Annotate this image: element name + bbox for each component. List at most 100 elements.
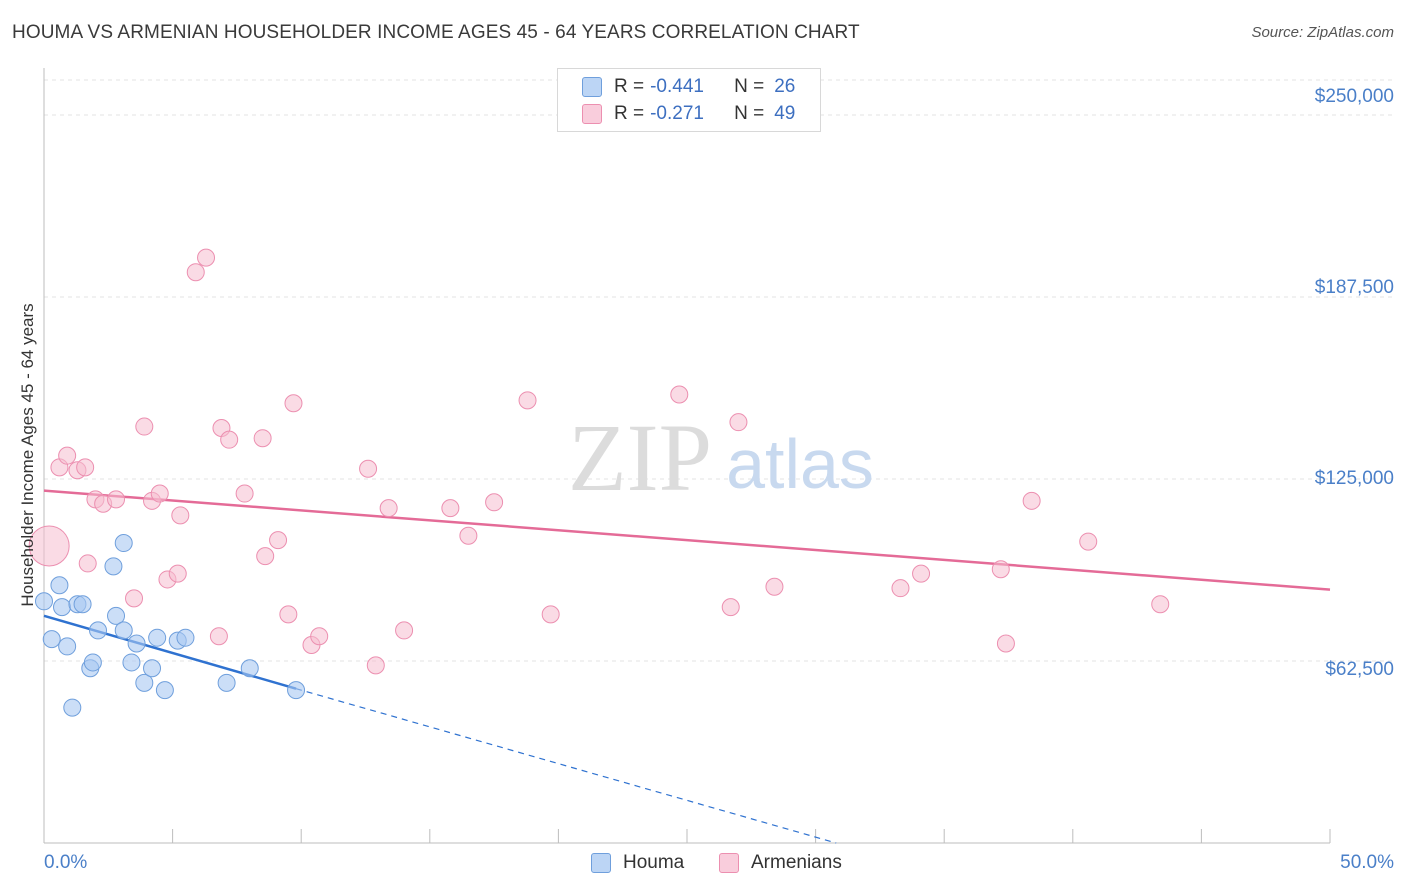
armenians-point — [1151, 595, 1170, 614]
y-tick-label: $62,500 — [1325, 659, 1394, 680]
houma-swatch — [591, 853, 611, 873]
armenians-point — [1079, 532, 1098, 551]
houma-point — [107, 606, 126, 625]
trend-lines — [43, 489, 1331, 844]
legend-n-value: 49 — [774, 103, 796, 124]
houma-point — [155, 681, 174, 700]
armenians-swatch — [582, 104, 602, 124]
houma-point — [89, 621, 108, 640]
watermark-zip: ZIP — [568, 404, 712, 511]
x-tick-label-max: 50.0% — [1340, 852, 1394, 873]
source-label: Source: ZipAtlas.com — [1251, 24, 1394, 41]
houma-point — [58, 637, 77, 656]
armenians-point — [441, 499, 460, 518]
armenians-points — [28, 248, 1170, 675]
axes — [43, 68, 1331, 844]
correlation-legend: R = -0.441 N = 26 R = -0.271 N = 49 — [557, 68, 821, 132]
armenians-point — [366, 656, 385, 675]
armenians-bubble — [28, 525, 70, 567]
armenians-point — [253, 429, 272, 448]
y-tick-label: $125,000 — [1314, 468, 1394, 489]
armenians-point — [541, 605, 560, 624]
armenians-point — [459, 526, 478, 545]
armenians-point — [518, 391, 537, 410]
houma-point — [83, 653, 102, 672]
armenians-point — [168, 564, 187, 583]
legend-row-houma: R = -0.441 N = 26 — [582, 75, 795, 99]
legend-r-label: R = — [614, 76, 645, 97]
armenians-point — [395, 621, 414, 640]
armenians-trend-line — [43, 489, 1331, 591]
armenians-point — [310, 627, 329, 646]
houma-point — [176, 628, 195, 647]
houma-point — [35, 592, 53, 611]
legend-n-label: N = — [734, 103, 765, 124]
legend-r-value: -0.441 — [650, 76, 704, 97]
houma-point — [114, 621, 133, 640]
houma-point — [127, 634, 146, 653]
x-tick-label-min: 0.0% — [44, 852, 88, 873]
armenians-point — [765, 577, 784, 596]
armenians-point — [996, 634, 1015, 653]
y-axis-label: Householder Income Ages 45 - 64 years — [18, 303, 37, 607]
legend-r-value: -0.271 — [650, 103, 704, 124]
armenians-point — [256, 547, 275, 566]
houma-trend-extension — [295, 688, 837, 844]
armenians-point — [359, 459, 378, 478]
legend-label-houma: Houma — [623, 852, 685, 873]
armenians-point — [379, 499, 398, 518]
houma-swatch — [582, 77, 602, 97]
armenians-point — [912, 564, 931, 583]
houma-point — [42, 630, 61, 649]
armenians-point — [991, 560, 1010, 579]
armenians-point — [171, 506, 190, 525]
armenians-point — [891, 579, 910, 598]
houma-point — [287, 681, 306, 700]
armenians-point — [279, 605, 298, 624]
houma-points — [35, 534, 306, 717]
armenians-point — [729, 413, 748, 432]
y-tick-label: $187,500 — [1314, 277, 1394, 298]
watermark-atlas: atlas — [726, 425, 874, 503]
armenians-point — [150, 484, 169, 503]
armenians-point — [269, 531, 288, 550]
armenians-point — [107, 490, 126, 509]
armenians-point — [76, 458, 95, 477]
legend-item-houma[interactable]: Houma — [591, 852, 684, 874]
armenians-point — [135, 417, 154, 436]
legend-n-value: 26 — [774, 76, 796, 97]
armenians-point — [186, 263, 205, 282]
legend-r-label: R = — [614, 103, 645, 124]
armenians-point — [670, 385, 689, 404]
houma-point — [122, 653, 141, 672]
armenians-point — [1022, 491, 1041, 510]
armenians-point — [235, 484, 254, 503]
houma-point — [50, 576, 69, 595]
armenians-point — [209, 627, 228, 646]
houma-point — [217, 673, 236, 692]
series-legend: Houma Armenians — [0, 852, 1406, 878]
chart-title: HOUMA VS ARMENIAN HOUSEHOLDER INCOME AGE… — [12, 22, 860, 43]
legend-item-armenians[interactable]: Armenians — [719, 852, 842, 874]
houma-point — [135, 673, 154, 692]
legend-n-label: N = — [734, 76, 765, 97]
armenians-point — [58, 446, 77, 465]
armenians-point — [197, 248, 216, 267]
houma-point — [143, 659, 162, 678]
armenians-point — [485, 493, 504, 512]
houma-point — [53, 598, 72, 617]
houma-point — [114, 534, 133, 553]
houma-point — [104, 557, 123, 576]
armenians-point — [78, 554, 97, 573]
armenians-point — [125, 589, 144, 608]
legend-label-armenians: Armenians — [751, 852, 842, 873]
armenians-swatch — [719, 853, 739, 873]
houma-point — [73, 595, 92, 614]
houma-trend-line — [43, 614, 297, 690]
gridlines — [44, 79, 1395, 662]
armenians-point — [721, 598, 740, 617]
houma-point — [148, 628, 167, 647]
houma-point — [63, 698, 82, 717]
houma-point — [240, 659, 259, 678]
